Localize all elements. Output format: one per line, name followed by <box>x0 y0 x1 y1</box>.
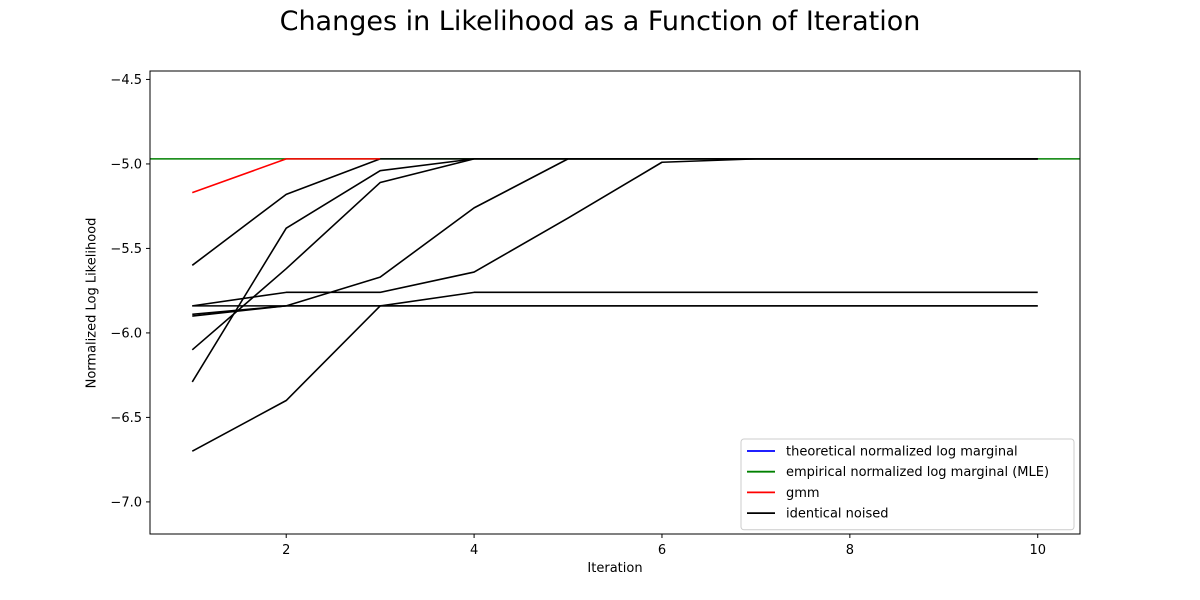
x-tick-label: 2 <box>282 543 290 558</box>
series-line-identical-noised-3 <box>191 158 1038 351</box>
y-tick-label: −7.0 <box>110 495 142 510</box>
legend-label: theoretical normalized log marginal <box>786 445 1018 460</box>
series-line-gmm <box>191 158 381 194</box>
series-line-identical-noised-1 <box>191 158 1038 266</box>
legend-label: empirical normalized log marginal (MLE) <box>786 465 1049 480</box>
y-axis-label: Normalized Log Likelihood <box>84 217 100 389</box>
y-tick-label: −6.5 <box>110 411 142 426</box>
legend-label: identical noised <box>786 507 889 522</box>
x-tick-label: 8 <box>846 543 854 558</box>
y-tick-label: −6.0 <box>110 326 142 341</box>
legend-label: gmm <box>786 486 820 501</box>
series-line-identical-noised-5 <box>192 158 1038 307</box>
plot-frame <box>149 70 1081 535</box>
chart-title: Changes in Likelihood as a Function of I… <box>279 6 921 37</box>
series-line-identical-noised-2 <box>191 158 1038 383</box>
y-tick-label: −5.5 <box>110 242 142 257</box>
y-tick-label: −5.0 <box>110 157 142 172</box>
series-line-identical-noised-7 <box>192 305 1038 316</box>
legend-box <box>740 438 1075 531</box>
x-tick-label: 10 <box>1029 543 1046 558</box>
y-tick-label: −4.5 <box>110 73 142 88</box>
x-tick-label: 6 <box>658 543 666 558</box>
x-tick-label: 4 <box>470 543 478 558</box>
x-axis-label: Iteration <box>587 561 643 576</box>
series-line-identical-noised-6 <box>191 291 1038 452</box>
